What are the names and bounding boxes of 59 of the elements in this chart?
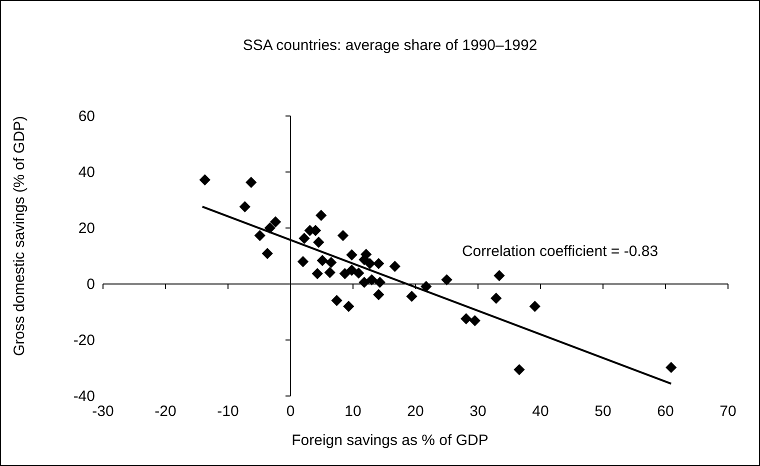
x-tick-label: 20: [407, 403, 424, 420]
point: [406, 290, 418, 302]
point: [316, 210, 327, 221]
x-tick-label: 30: [470, 403, 486, 420]
point: [441, 274, 452, 286]
point: [246, 176, 257, 188]
point: [373, 289, 384, 300]
point: [346, 264, 358, 276]
point: [373, 258, 384, 270]
y-axis-title: Gross domestic savings (% of GDP): [11, 116, 28, 356]
point: [337, 230, 349, 242]
x-tick-label: 40: [532, 403, 549, 420]
annotation: Correlation coefficient = -0.83: [462, 243, 658, 260]
point: [239, 201, 250, 212]
x-axis-title: Foreign savings as % of GDP: [292, 432, 488, 449]
y-tick-label: 0: [86, 276, 95, 293]
x-tick-label: 60: [657, 403, 674, 420]
x-tick-label: 50: [594, 403, 612, 420]
x-tick-label: 0: [286, 403, 295, 420]
point: [374, 276, 386, 288]
point: [297, 256, 309, 268]
point: [298, 232, 310, 244]
y-tick-label: -40: [73, 388, 95, 405]
point: [270, 216, 282, 228]
y-tick-label: 40: [78, 164, 95, 181]
point: [366, 274, 378, 286]
point: [460, 313, 472, 324]
chart-title: SSA countries: average share of 1990–1992: [242, 37, 538, 54]
point: [420, 280, 432, 292]
x-tick-label: 70: [720, 403, 736, 420]
point: [490, 292, 502, 304]
point: [364, 258, 376, 270]
x-tick-label: -20: [154, 403, 176, 420]
point: [469, 315, 480, 326]
point: [254, 230, 266, 242]
point: [316, 254, 328, 266]
point: [514, 364, 525, 376]
point: [313, 236, 324, 248]
y-tick-label: 60: [78, 108, 95, 125]
point: [331, 294, 342, 306]
y-tick-label: 20: [78, 220, 95, 237]
x-tick-label: 10: [344, 403, 362, 420]
point: [494, 270, 505, 282]
point: [199, 174, 210, 186]
point: [358, 276, 370, 288]
point: [389, 260, 400, 272]
point: [346, 249, 358, 260]
x-tick-label: -10: [217, 403, 239, 420]
point: [353, 267, 364, 279]
point: [262, 248, 273, 260]
point: [666, 362, 677, 374]
point: [529, 300, 540, 312]
point: [324, 266, 336, 278]
x-tick-label: -30: [92, 403, 114, 420]
point: [312, 268, 323, 280]
point: [326, 256, 337, 268]
y-tick-label: -20: [73, 332, 95, 349]
point: [339, 268, 350, 280]
point: [343, 300, 354, 312]
